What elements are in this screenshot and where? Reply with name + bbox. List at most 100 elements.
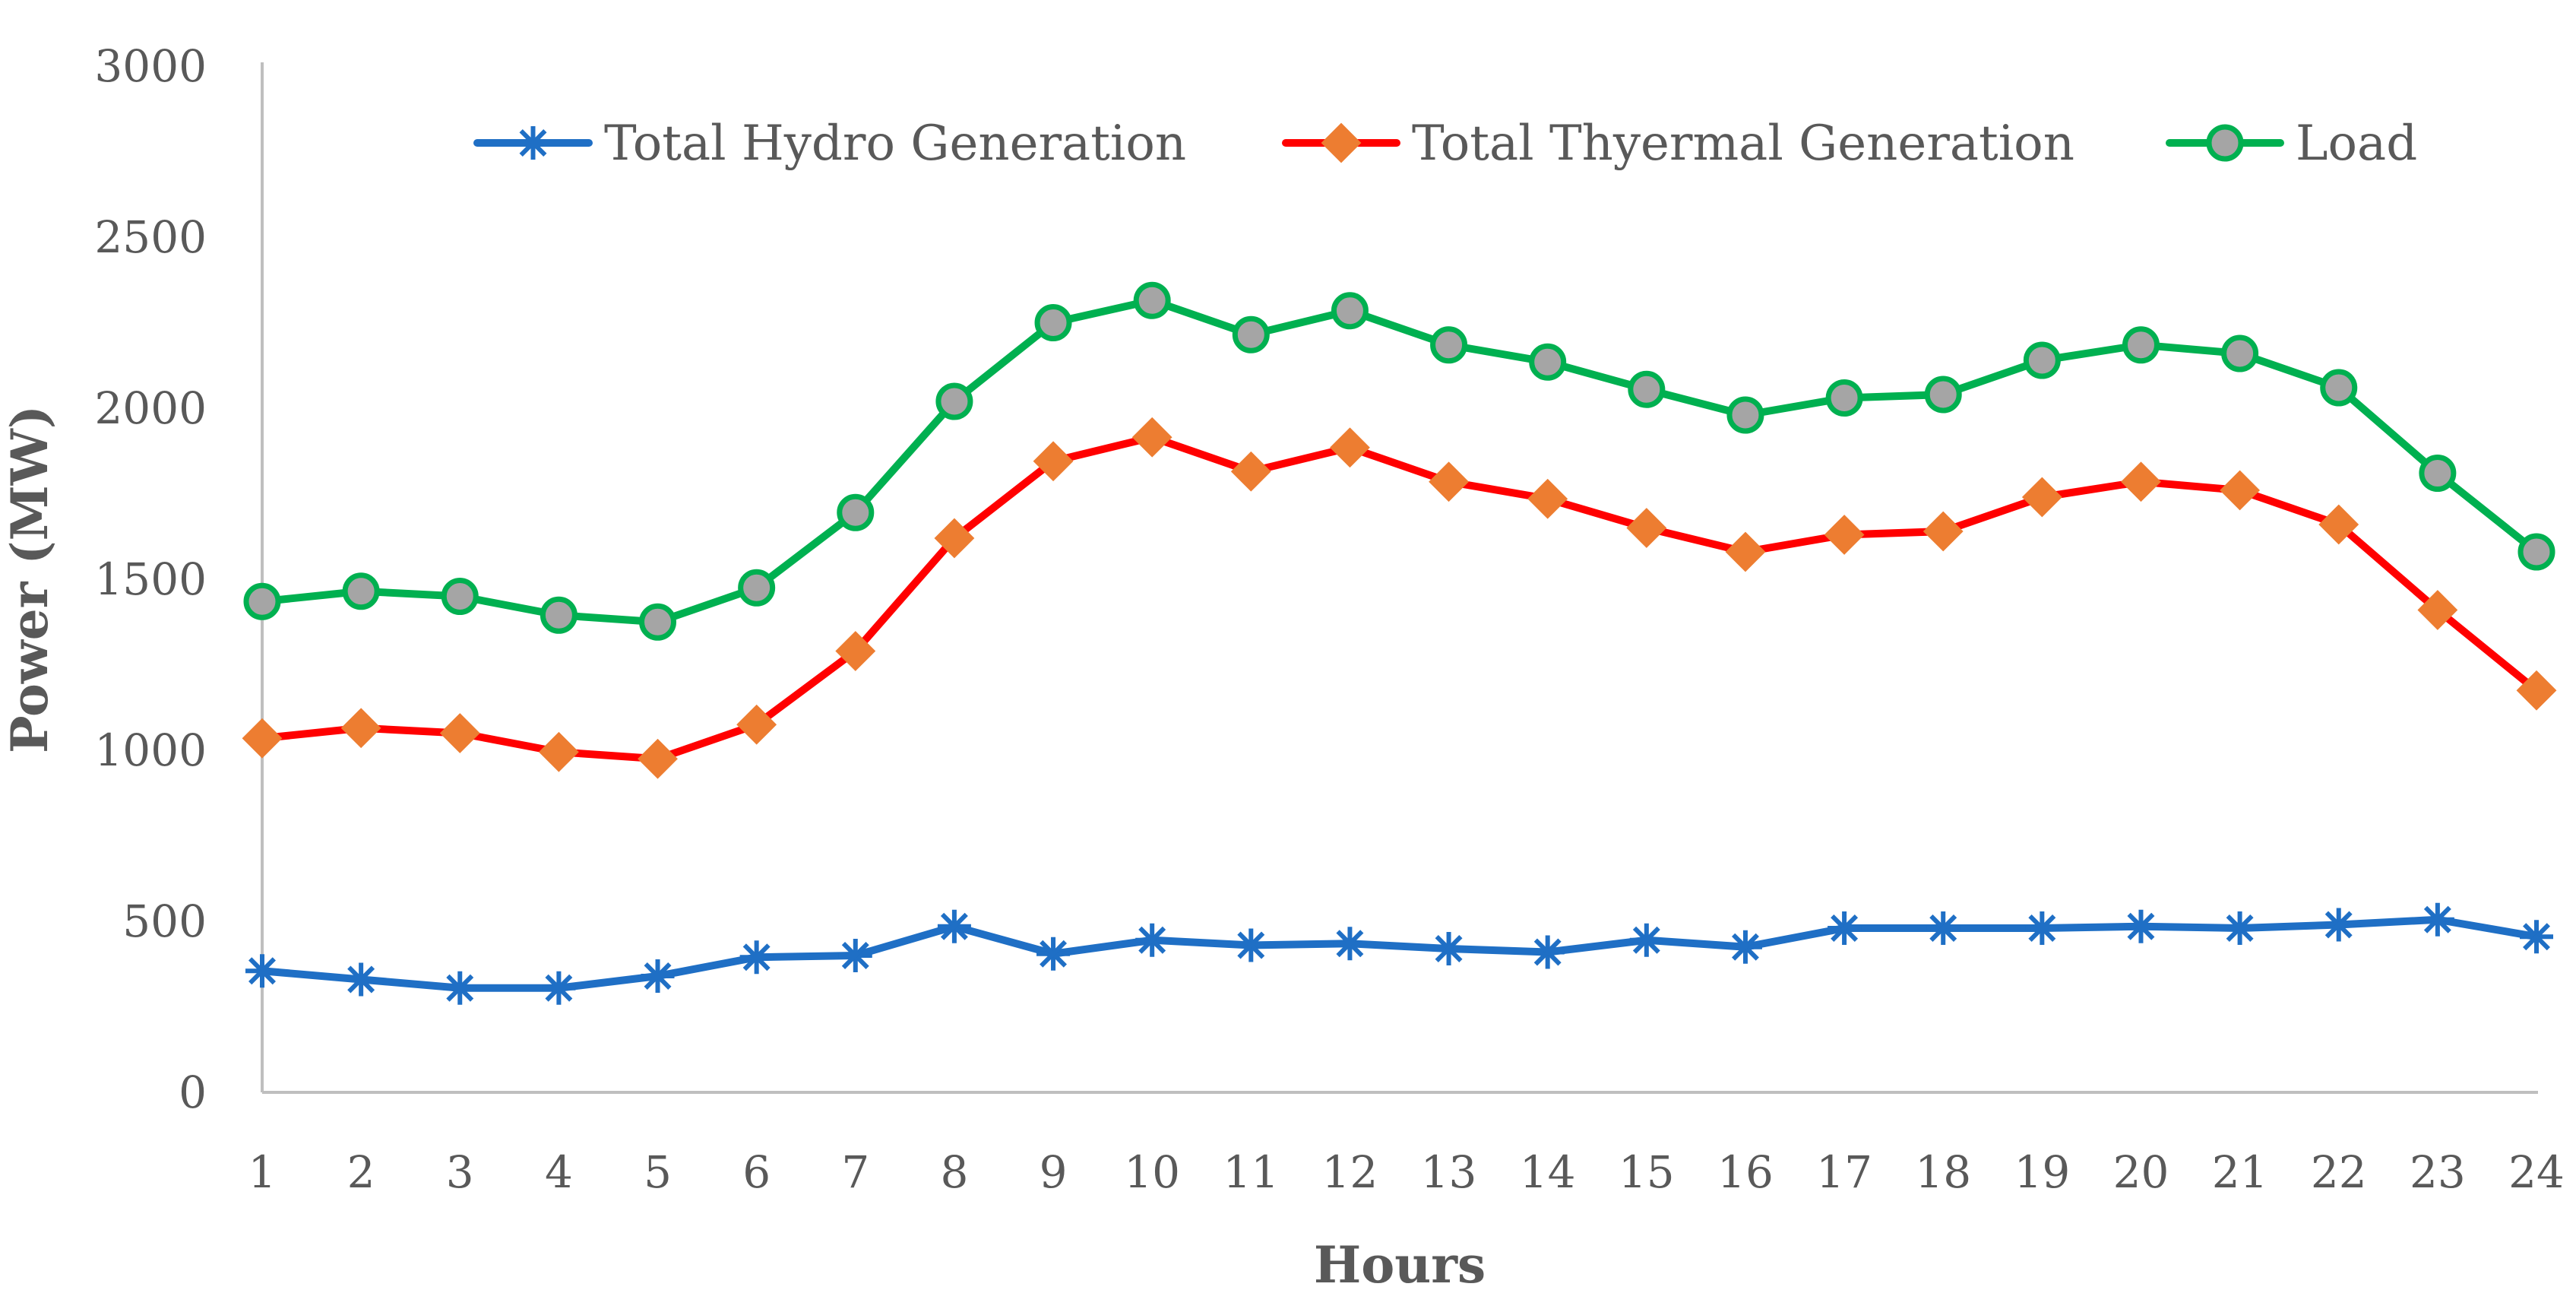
data-point-total-hydro-generation (641, 959, 675, 993)
x-axis-title: Hours (1314, 1235, 1486, 1295)
x-tick-label: 6 (742, 1146, 771, 1198)
data-point-load (2221, 334, 2259, 372)
data-point-load (1430, 326, 1468, 364)
y-tick-label: 500 (122, 895, 207, 947)
data-point-total-thyermal-generation (340, 708, 381, 749)
x-tick-label: 1 (248, 1146, 277, 1198)
data-point-total-thyermal-generation (736, 704, 777, 745)
data-point-total-hydro-generation (1234, 928, 1268, 962)
data-point-total-hydro-generation (1728, 930, 1762, 964)
data-point-total-thyermal-generation (439, 713, 480, 753)
data-point-total-hydro-generation (838, 939, 872, 972)
data-point-load (1529, 343, 1567, 381)
data-point-total-hydro-generation (443, 971, 477, 1005)
data-point-total-hydro-generation (739, 940, 774, 975)
data-point-total-hydro-generation (2025, 911, 2059, 945)
series-load (243, 281, 2555, 641)
data-point-total-thyermal-generation (1527, 478, 1568, 519)
data-point-total-thyermal-generation (1033, 441, 1074, 482)
legend-label: Load (2296, 116, 2417, 172)
x-tick-label: 5 (644, 1146, 672, 1198)
data-point-total-hydro-generation (344, 962, 378, 997)
data-point-total-thyermal-generation (2121, 461, 2161, 502)
data-point-load (2023, 341, 2061, 379)
data-point-total-hydro-generation (1432, 932, 1466, 965)
y-tick-label: 0 (179, 1067, 207, 1118)
data-point-total-thyermal-generation (1725, 531, 1766, 572)
data-point-load (540, 596, 578, 634)
x-tick-label: 4 (545, 1146, 573, 1198)
data-point-load (1924, 376, 1962, 414)
x-tick-label: 10 (1124, 1146, 1180, 1198)
series-lines (242, 281, 2557, 1005)
x-tick-label: 3 (446, 1146, 474, 1198)
x-tick-label: 21 (2212, 1146, 2268, 1198)
data-point-load (738, 569, 776, 607)
data-point-load (342, 572, 380, 610)
x-tick-label: 20 (2113, 1146, 2169, 1198)
x-tick-label: 12 (1322, 1146, 1378, 1198)
y-tick-label: 2000 (94, 382, 207, 434)
data-point-load (1133, 281, 1171, 319)
data-point-total-thyermal-generation (1230, 451, 1271, 492)
data-point-load (2517, 533, 2555, 571)
data-point-load (2320, 369, 2358, 407)
y-tick-label: 3000 (94, 40, 207, 92)
x-tick-label: 14 (1520, 1146, 1576, 1198)
data-point-load (1628, 370, 1666, 408)
data-point-total-thyermal-generation (1429, 461, 1469, 502)
series-line-total-thyermal-generation (258, 433, 2540, 763)
y-tick-label: 1500 (94, 553, 207, 605)
legend-item-total-thyermal-generation: Total Thyermal Generation (1282, 116, 2074, 172)
data-point-load (837, 493, 875, 531)
data-point-total-hydro-generation (2420, 902, 2454, 937)
x-tick-label: 24 (2508, 1146, 2565, 1198)
y-axis-title: Power (MW) (0, 405, 59, 753)
data-point-load (1034, 304, 1072, 341)
data-point-load (1232, 315, 1270, 353)
data-point-total-thyermal-generation (1330, 427, 1370, 468)
data-point-total-hydro-generation (1926, 911, 1960, 945)
legend-label: Total Thyermal Generation (1412, 116, 2074, 172)
data-point-total-hydro-generation (245, 954, 279, 988)
legend-swatch-marker (2206, 124, 2244, 162)
data-point-total-thyermal-generation (1626, 508, 1667, 548)
data-point-total-thyermal-generation (2417, 590, 2458, 630)
x-tick-label: 13 (1421, 1146, 1477, 1198)
data-point-total-hydro-generation (1629, 923, 1663, 957)
x-tick-label: 15 (1619, 1146, 1675, 1198)
data-point-load (2122, 326, 2160, 364)
data-point-total-hydro-generation (937, 909, 971, 943)
data-point-load (441, 578, 479, 615)
data-point-total-thyermal-generation (242, 718, 283, 759)
data-point-total-thyermal-generation (1131, 417, 1172, 458)
data-point-total-thyermal-generation (835, 631, 876, 671)
legend: Total Hydro Generation Total Thyermal Gen… (473, 116, 2417, 172)
data-point-total-hydro-generation (1333, 927, 1367, 961)
x-tick-label: 16 (1717, 1146, 1774, 1198)
data-point-total-thyermal-generation (538, 731, 579, 772)
data-point-load (1825, 379, 1863, 417)
x-tick-label: 23 (2410, 1146, 2466, 1198)
data-point-total-hydro-generation (542, 971, 576, 1005)
data-point-total-hydro-generation (1135, 923, 1169, 957)
data-point-total-hydro-generation (1036, 937, 1071, 971)
y-tick-label: 2500 (94, 211, 207, 263)
x-tick-label: 7 (841, 1146, 869, 1198)
legend-item-load: Load (2166, 116, 2417, 172)
legend-swatch-marker (516, 126, 550, 160)
data-point-load (243, 582, 281, 620)
data-point-total-thyermal-generation (2318, 504, 2359, 545)
x-tick-label: 18 (1915, 1146, 1971, 1198)
data-point-total-thyermal-generation (2021, 477, 2062, 518)
data-point-total-hydro-generation (2520, 920, 2553, 954)
data-point-load (1331, 292, 1369, 330)
data-point-total-thyermal-generation (2220, 470, 2261, 511)
y-tick-label: 1000 (94, 724, 207, 776)
series-total-thyermal-generation (242, 417, 2557, 779)
x-tick-label: 17 (1816, 1146, 1872, 1198)
legend-label: Total Hydro Generation (604, 116, 1186, 172)
data-point-total-thyermal-generation (2516, 670, 2557, 711)
